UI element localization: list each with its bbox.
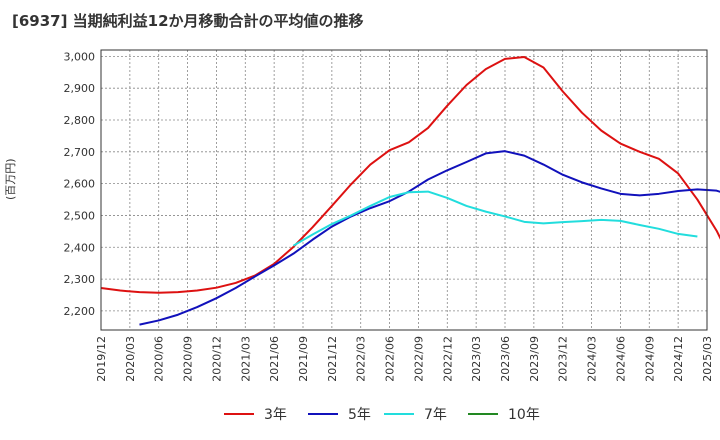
y-tick-label: 2,400: [64, 241, 96, 254]
legend-label-0: 3年: [264, 407, 287, 423]
x-tick-label: 2023/06: [499, 336, 512, 382]
y-tick-label: 2,200: [64, 305, 96, 318]
legend-label-1: 5年: [348, 407, 371, 423]
plot-frame: [100, 49, 708, 331]
y-tick-label: 2,600: [64, 178, 96, 191]
chart-title: [6937] 当期純利益12か月移動合計の平均値の推移: [12, 12, 364, 30]
y-tick-label: 2,800: [64, 114, 96, 127]
x-tick-label: 2021/09: [297, 336, 310, 382]
x-tick-label: 2019/12: [95, 336, 108, 382]
x-tick-label: 2022/09: [412, 336, 425, 382]
y-tick-label: 2,500: [64, 209, 96, 222]
x-tick-label: 2024/12: [672, 336, 685, 382]
x-tick-label: 2020/03: [124, 336, 137, 382]
x-tick-label: 2024/03: [586, 336, 599, 382]
series-line-2: [292, 190, 698, 247]
grid-layer: [100, 50, 708, 330]
x-tick-label: 2021/06: [268, 336, 281, 382]
x-tick-label: 2021/03: [239, 336, 252, 382]
series-line-1: [139, 150, 720, 326]
x-tick-layer: 2019/12 2020/03 2020/06 2020/09 2020/12 2021/…: [95, 336, 714, 382]
x-tick-label: 2023/12: [557, 336, 570, 382]
legend: 3年 5年 7年 10年: [224, 407, 540, 423]
y-tick-label: 2,300: [64, 273, 96, 286]
x-tick-label: 2022/06: [384, 336, 397, 382]
y-tick-label: 2,700: [64, 146, 96, 159]
x-tick-label: 2020/12: [210, 336, 223, 382]
x-tick-label: 2020/09: [182, 336, 195, 382]
x-tick-label: 2025/03: [701, 336, 714, 382]
x-tick-label: 2020/06: [153, 336, 166, 382]
y-tick-layer: 2,200 2,300 2,400 2,500 2,600 2,700 2,800 2,900…: [64, 50, 96, 318]
x-tick-label: 2022/12: [441, 336, 454, 382]
series-layer: [100, 56, 720, 326]
y-tick-label: 3,000: [64, 50, 96, 63]
x-tick-label: 2024/09: [643, 336, 656, 382]
x-tick-label: 2022/03: [355, 336, 368, 382]
legend-label-2: 7年: [424, 407, 447, 423]
legend-label-3: 10年: [508, 407, 540, 423]
x-tick-label: 2021/12: [326, 336, 339, 382]
x-tick-label: 2023/09: [528, 336, 541, 382]
x-tick-label: 2024/06: [614, 336, 627, 382]
x-tick-label: 2023/03: [470, 336, 483, 382]
y-tick-label: 2,900: [64, 82, 96, 95]
series-line-0: [100, 56, 720, 294]
